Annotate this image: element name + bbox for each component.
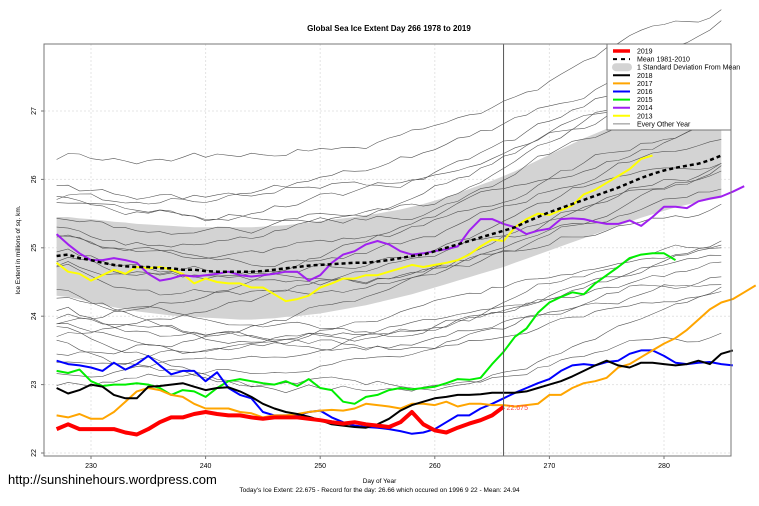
- plot-border: [43, 43, 732, 457]
- std-dev-band-area: [56, 102, 722, 320]
- series-line-2014: [55, 185, 745, 282]
- every-other-year-line: [56, 93, 722, 248]
- legend-label: 2013: [637, 113, 653, 120]
- x-tick-label: 250: [314, 463, 326, 470]
- every-other-year-line: [56, 261, 722, 344]
- y-axis-label: Ice Extent in millions of sq. km.: [15, 205, 22, 294]
- today-value-label: 22.675: [507, 405, 529, 412]
- chart-title: Global Sea Ice Extent Day 266 1978 to 20…: [307, 24, 471, 33]
- legend-label: 2014: [637, 105, 653, 112]
- mean-line: [56, 154, 722, 273]
- series-line-2019: [55, 405, 505, 437]
- watermark-url[interactable]: http://sunshinehours.wordpress.com: [8, 472, 217, 487]
- legend-label: 2015: [637, 97, 653, 104]
- x-tick-label: 230: [85, 463, 97, 470]
- every-other-year-line: [56, 240, 722, 365]
- every-other-year-line: [56, 115, 722, 325]
- legend-label: 2017: [637, 81, 653, 88]
- series-line-2015: [56, 252, 677, 405]
- every-other-year-line: [56, 203, 722, 286]
- legend-label: 1 Standard Deviation From Mean: [637, 65, 740, 72]
- every-other-year-line: [56, 247, 722, 343]
- legend-label: 2016: [637, 89, 653, 96]
- every-other-year-line: [56, 244, 722, 337]
- every-other-year-line: [56, 284, 722, 349]
- every-other-year-line: [56, 139, 722, 268]
- every-other-year-line: [56, 163, 722, 276]
- x-tick-label: 280: [658, 463, 670, 470]
- y-tick-label: 24: [31, 312, 38, 320]
- x-tick-label: 240: [200, 463, 212, 470]
- x-axis-label: Day of Year: [362, 478, 397, 485]
- every-other-year-line: [56, 276, 722, 354]
- series-lines: [55, 154, 757, 437]
- series-line-2016: [56, 349, 733, 435]
- legend-label: 2018: [637, 73, 653, 80]
- y-axis-ticks: 22 23 24 25 26 27: [31, 107, 44, 457]
- y-tick-label: 27: [31, 107, 38, 115]
- series-line-2017: [56, 284, 757, 420]
- every-other-year-line: [56, 286, 722, 391]
- every-other-year-line: [56, 162, 722, 296]
- legend-label: Mean 1981-2010: [637, 57, 690, 64]
- y-tick-label: 25: [31, 244, 38, 252]
- every-other-year-line: [56, 165, 722, 285]
- every-other-year-line: [56, 332, 722, 394]
- every-other-year-line: [56, 123, 722, 259]
- x-tick-label: 270: [544, 463, 556, 470]
- x-axis-ticks: 230 240 250 260 270 280: [85, 456, 670, 470]
- every-other-year-line: [56, 170, 722, 337]
- std-dev-band: [56, 102, 722, 320]
- chart-subtitle: Today's Ice Extent: 22.675 - Record for …: [239, 487, 520, 494]
- series-line-2018: [56, 349, 734, 429]
- y-tick-label: 26: [31, 175, 38, 183]
- x-tick-label: 260: [429, 463, 441, 470]
- y-tick-label: 22: [31, 449, 38, 457]
- legend-swatch-band: [612, 63, 632, 72]
- every-other-year-line: [56, 254, 722, 378]
- legend-label: Every Other Year: [637, 121, 691, 128]
- y-tick-label: 23: [31, 381, 38, 389]
- every-other-year-line: [56, 291, 722, 387]
- legend-label: 2019: [637, 49, 653, 56]
- every-other-year-line: [56, 188, 722, 356]
